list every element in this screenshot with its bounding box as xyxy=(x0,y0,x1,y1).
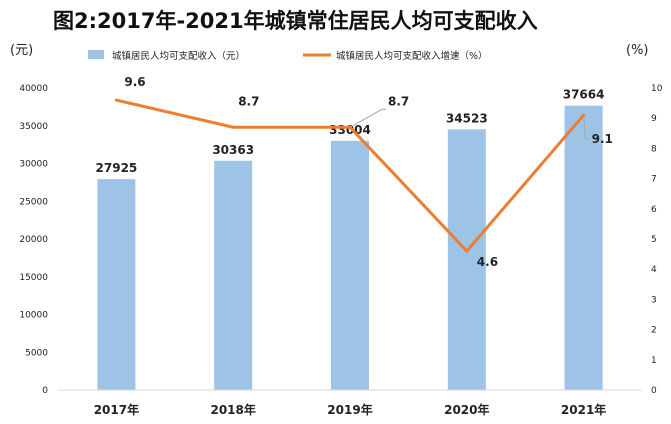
line-value-label: 8.7 xyxy=(238,94,259,108)
category-label: 2018年 xyxy=(210,402,255,417)
right-tick-label: 6 xyxy=(651,205,657,215)
right-tick-label: 4 xyxy=(651,265,657,275)
right-tick-label: 7 xyxy=(651,175,657,185)
category-label: 2017年 xyxy=(94,402,139,417)
right-axis-unit: (%) xyxy=(626,43,649,58)
bar-data-labels: 27925 30363 33004 34523 37664 xyxy=(96,88,605,176)
bar xyxy=(214,160,253,390)
bar-series xyxy=(97,105,603,390)
line-data-labels: 9.6 8.7 8.7 4.6 9.1 xyxy=(124,75,612,269)
legend-line-label: 城镇居民人均可支配收入增速（%） xyxy=(336,50,488,62)
line-value-label: 9.6 xyxy=(124,75,145,89)
line-point xyxy=(231,125,235,129)
right-tick-label: 10 xyxy=(651,84,663,94)
right-tick-label: 3 xyxy=(651,295,657,305)
line-point xyxy=(465,249,469,253)
right-axis-ticks: 0 1 2 3 4 5 6 7 8 9 10 xyxy=(651,84,663,396)
line-value-label: 9.1 xyxy=(592,132,613,146)
right-tick-label: 5 xyxy=(651,235,657,245)
left-axis-unit: (元) xyxy=(10,43,33,58)
left-axis-ticks: 0 5000 10000 15000 20000 25000 30000 35000 40000 xyxy=(19,84,48,396)
chart-title: 图2:2017年-2021年城镇常住居民人均可支配收入 xyxy=(53,9,538,33)
line-value-label: 4.6 xyxy=(477,255,498,269)
legend-bar-label: 城镇居民人均可支配收入（元） xyxy=(112,50,245,62)
bar xyxy=(331,140,369,390)
category-labels: 2017年 2018年 2019年 2020年 2021年 xyxy=(94,402,607,417)
right-tick-label: 0 xyxy=(651,386,657,396)
legend-bar-swatch xyxy=(88,50,104,59)
category-label: 2019年 xyxy=(327,402,372,417)
right-tick-label: 8 xyxy=(651,144,657,154)
bar xyxy=(447,129,486,390)
left-tick-label: 30000 xyxy=(19,160,48,170)
bar-value-label: 30363 xyxy=(212,143,254,157)
line-value-label: 8.7 xyxy=(388,94,409,108)
legend: 城镇居民人均可支配收入（元） 城镇居民人均可支配收入增速（%） xyxy=(88,50,488,62)
line-point xyxy=(114,98,118,102)
leader-line xyxy=(583,115,590,140)
left-tick-label: 15000 xyxy=(19,273,48,283)
left-tick-label: 0 xyxy=(42,386,48,396)
left-tick-label: 35000 xyxy=(19,122,48,132)
bar-value-label: 27925 xyxy=(96,161,138,175)
right-tick-label: 2 xyxy=(651,326,657,336)
right-tick-label: 1 xyxy=(651,356,657,366)
left-tick-label: 40000 xyxy=(19,84,48,94)
left-tick-label: 10000 xyxy=(19,311,48,321)
left-tick-label: 20000 xyxy=(19,235,48,245)
category-label: 2020年 xyxy=(444,402,489,417)
bar-value-label: 34523 xyxy=(446,111,488,125)
right-tick-label: 9 xyxy=(651,114,657,124)
left-tick-label: 5000 xyxy=(25,348,48,358)
bar xyxy=(564,105,603,390)
bar-value-label: 33004 xyxy=(329,123,371,137)
left-tick-label: 25000 xyxy=(19,197,48,207)
bar xyxy=(97,179,136,390)
bar-value-label: 37664 xyxy=(563,88,605,102)
leader-line xyxy=(349,108,386,128)
category-label: 2021年 xyxy=(561,402,606,417)
